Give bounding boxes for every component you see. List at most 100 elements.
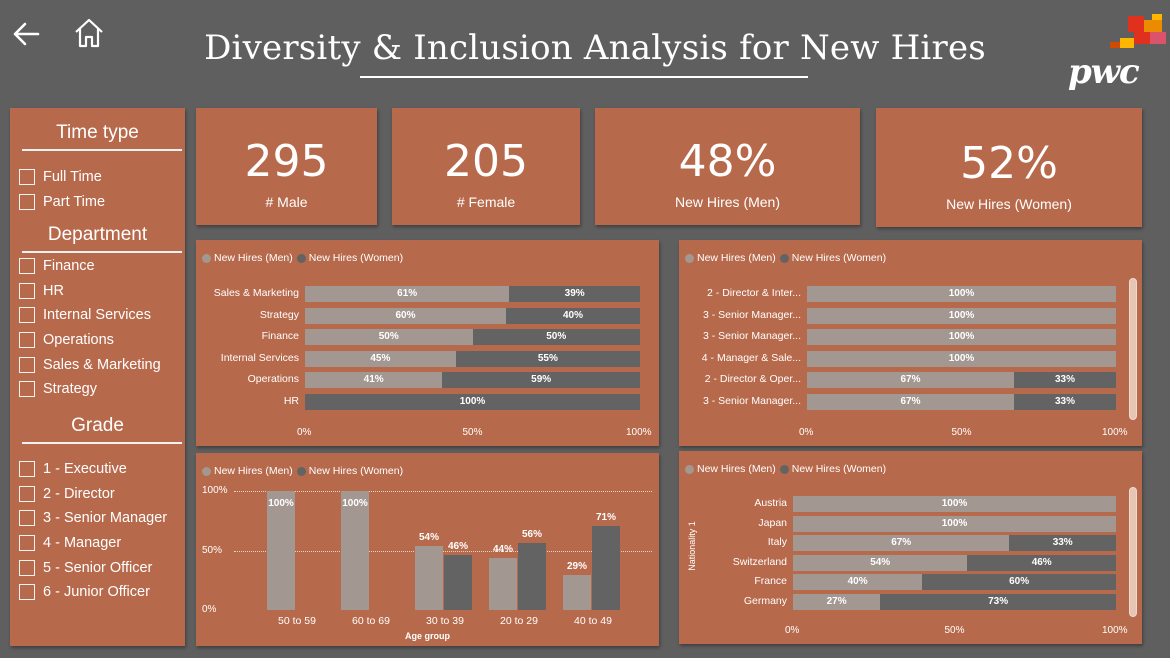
checkbox[interactable] (19, 461, 35, 477)
checkbox[interactable] (19, 332, 35, 348)
data-label: 73% (988, 595, 1009, 607)
data-label: 67% (891, 537, 912, 548)
legend-label: New Hires (Women) (308, 252, 404, 264)
filter-option-executive[interactable]: 1 - Executive (19, 459, 127, 479)
data-label: 59% (531, 374, 552, 385)
legend-label: New Hires (Men) (697, 463, 776, 475)
back-arrow-icon[interactable] (10, 18, 42, 50)
data-label: 33% (1054, 395, 1075, 407)
checkbox[interactable] (19, 194, 35, 210)
filter-option-director[interactable]: 2 - Director (19, 484, 115, 504)
bar-segment-women (472, 329, 640, 345)
filter-option-internal-services[interactable]: Internal Services (19, 305, 151, 325)
filter-option-junior-officer[interactable]: 6 - Junior Officer (19, 582, 150, 602)
category-label: Germany (743, 594, 787, 607)
data-label: 67% (900, 395, 921, 407)
legend-label: New Hires (Women) (308, 465, 404, 477)
bar-segment-women (1014, 393, 1116, 410)
bar-segment-women (305, 393, 640, 410)
filter-option-operations[interactable]: Operations (19, 330, 114, 350)
y-axis-title: Nationality 1 (686, 521, 697, 571)
category-label: 20 to 29 (500, 615, 538, 627)
filter-option-senior-manager[interactable]: 3 - Senior Manager (19, 508, 167, 528)
x-tick-label: 50% (462, 427, 483, 438)
checkbox[interactable] (19, 357, 35, 373)
bar-segment-men (793, 574, 923, 590)
data-label: 100% (268, 498, 294, 509)
grade-chart-panel: New Hires (Men) New Hires (Women) 2 - Dire… (679, 240, 1142, 446)
checkbox[interactable] (19, 584, 35, 600)
filter-option-sales-marketing[interactable]: Sales & Marketing (19, 355, 161, 375)
bar-women (518, 543, 546, 610)
filter-option-strategy[interactable]: Strategy (19, 379, 97, 399)
bar-segment-men (807, 350, 1116, 367)
category-label: France (754, 575, 787, 587)
checkbox[interactable] (19, 307, 35, 323)
x-tick-label: 100% (1102, 427, 1128, 438)
data-label: 60% (1009, 576, 1030, 587)
bar-segment-women (442, 372, 640, 388)
chart-legend: New Hires (Men) New Hires (Women) (202, 465, 407, 477)
x-tick-label: 50% (951, 427, 972, 438)
checkbox[interactable] (19, 560, 35, 576)
filter-option-part-time[interactable]: Part Time (19, 192, 105, 212)
data-label: 27% (826, 595, 847, 607)
bar-segment-men (305, 286, 510, 302)
kpi-label: # Female (456, 194, 516, 210)
legend-item-women: New Hires (Women) (296, 252, 404, 264)
time-type-title: Time type (56, 122, 139, 143)
category-label: 50 to 59 (278, 615, 316, 627)
legend-item-women: New Hires (Women) (296, 465, 404, 477)
data-label: 71% (595, 511, 616, 523)
filter-option-senior-officer[interactable]: 5 - Senior Officer (19, 558, 152, 578)
data-label: 100% (459, 395, 486, 407)
category-label: Internal Services (220, 351, 299, 364)
title-underline (360, 76, 808, 78)
legend-marker (202, 466, 211, 476)
data-label: 100% (941, 517, 968, 529)
divider (22, 251, 182, 253)
category-label: Strategy (259, 308, 299, 321)
kpi-value: 295 (244, 136, 329, 187)
checkbox[interactable] (19, 381, 35, 397)
legend-marker (202, 253, 211, 263)
checkbox[interactable] (19, 258, 35, 274)
bar-segment-men (305, 307, 506, 324)
filter-option-full-time[interactable]: Full Time (19, 167, 102, 187)
bar-segment-men (807, 372, 1015, 388)
data-label: 61% (397, 288, 418, 299)
kpi-card-new-hires-men: 48% New Hires (Men) (595, 108, 860, 225)
checkbox[interactable] (19, 169, 35, 185)
data-label: 40% (847, 576, 868, 587)
category-label: 2 - Director & Inter... (707, 287, 801, 299)
checkbox[interactable] (19, 510, 35, 526)
data-label: 46% (1031, 556, 1052, 568)
filter-option-hr[interactable]: HR (19, 281, 64, 301)
scrollbar[interactable] (1129, 487, 1137, 617)
department-chart-panel: New Hires (Men) New Hires (Women) Sales & … (196, 240, 659, 446)
data-label: 100% (948, 288, 975, 299)
filter-option-finance[interactable]: Finance (19, 256, 95, 276)
chart-legend: New Hires (Men) New Hires (Women) (685, 252, 890, 264)
chart-legend: New Hires (Men) New Hires (Women) (685, 463, 890, 475)
bar-men (489, 557, 517, 610)
data-label: 100% (948, 309, 975, 321)
checkbox[interactable] (19, 535, 35, 551)
category-label: 2 - Director & Oper... (704, 373, 801, 385)
checkbox[interactable] (19, 486, 35, 502)
grade-title: Grade (71, 415, 124, 436)
kpi-value: 205 (444, 136, 528, 187)
filter-option-manager[interactable]: 4 - Manager (19, 533, 121, 553)
x-tick-label: 0% (799, 427, 814, 438)
bar-segment-women (922, 574, 1116, 590)
legend-label: New Hires (Men) (214, 465, 293, 477)
y-tick-label: 50% (202, 544, 223, 556)
data-label: 50% (378, 331, 399, 342)
bar-segment-men (305, 372, 443, 388)
data-label: 44% (492, 543, 513, 555)
data-label: 100% (948, 352, 975, 364)
scrollbar[interactable] (1129, 278, 1137, 420)
checkbox[interactable] (19, 283, 35, 299)
home-icon[interactable] (72, 16, 106, 50)
divider (22, 442, 182, 444)
